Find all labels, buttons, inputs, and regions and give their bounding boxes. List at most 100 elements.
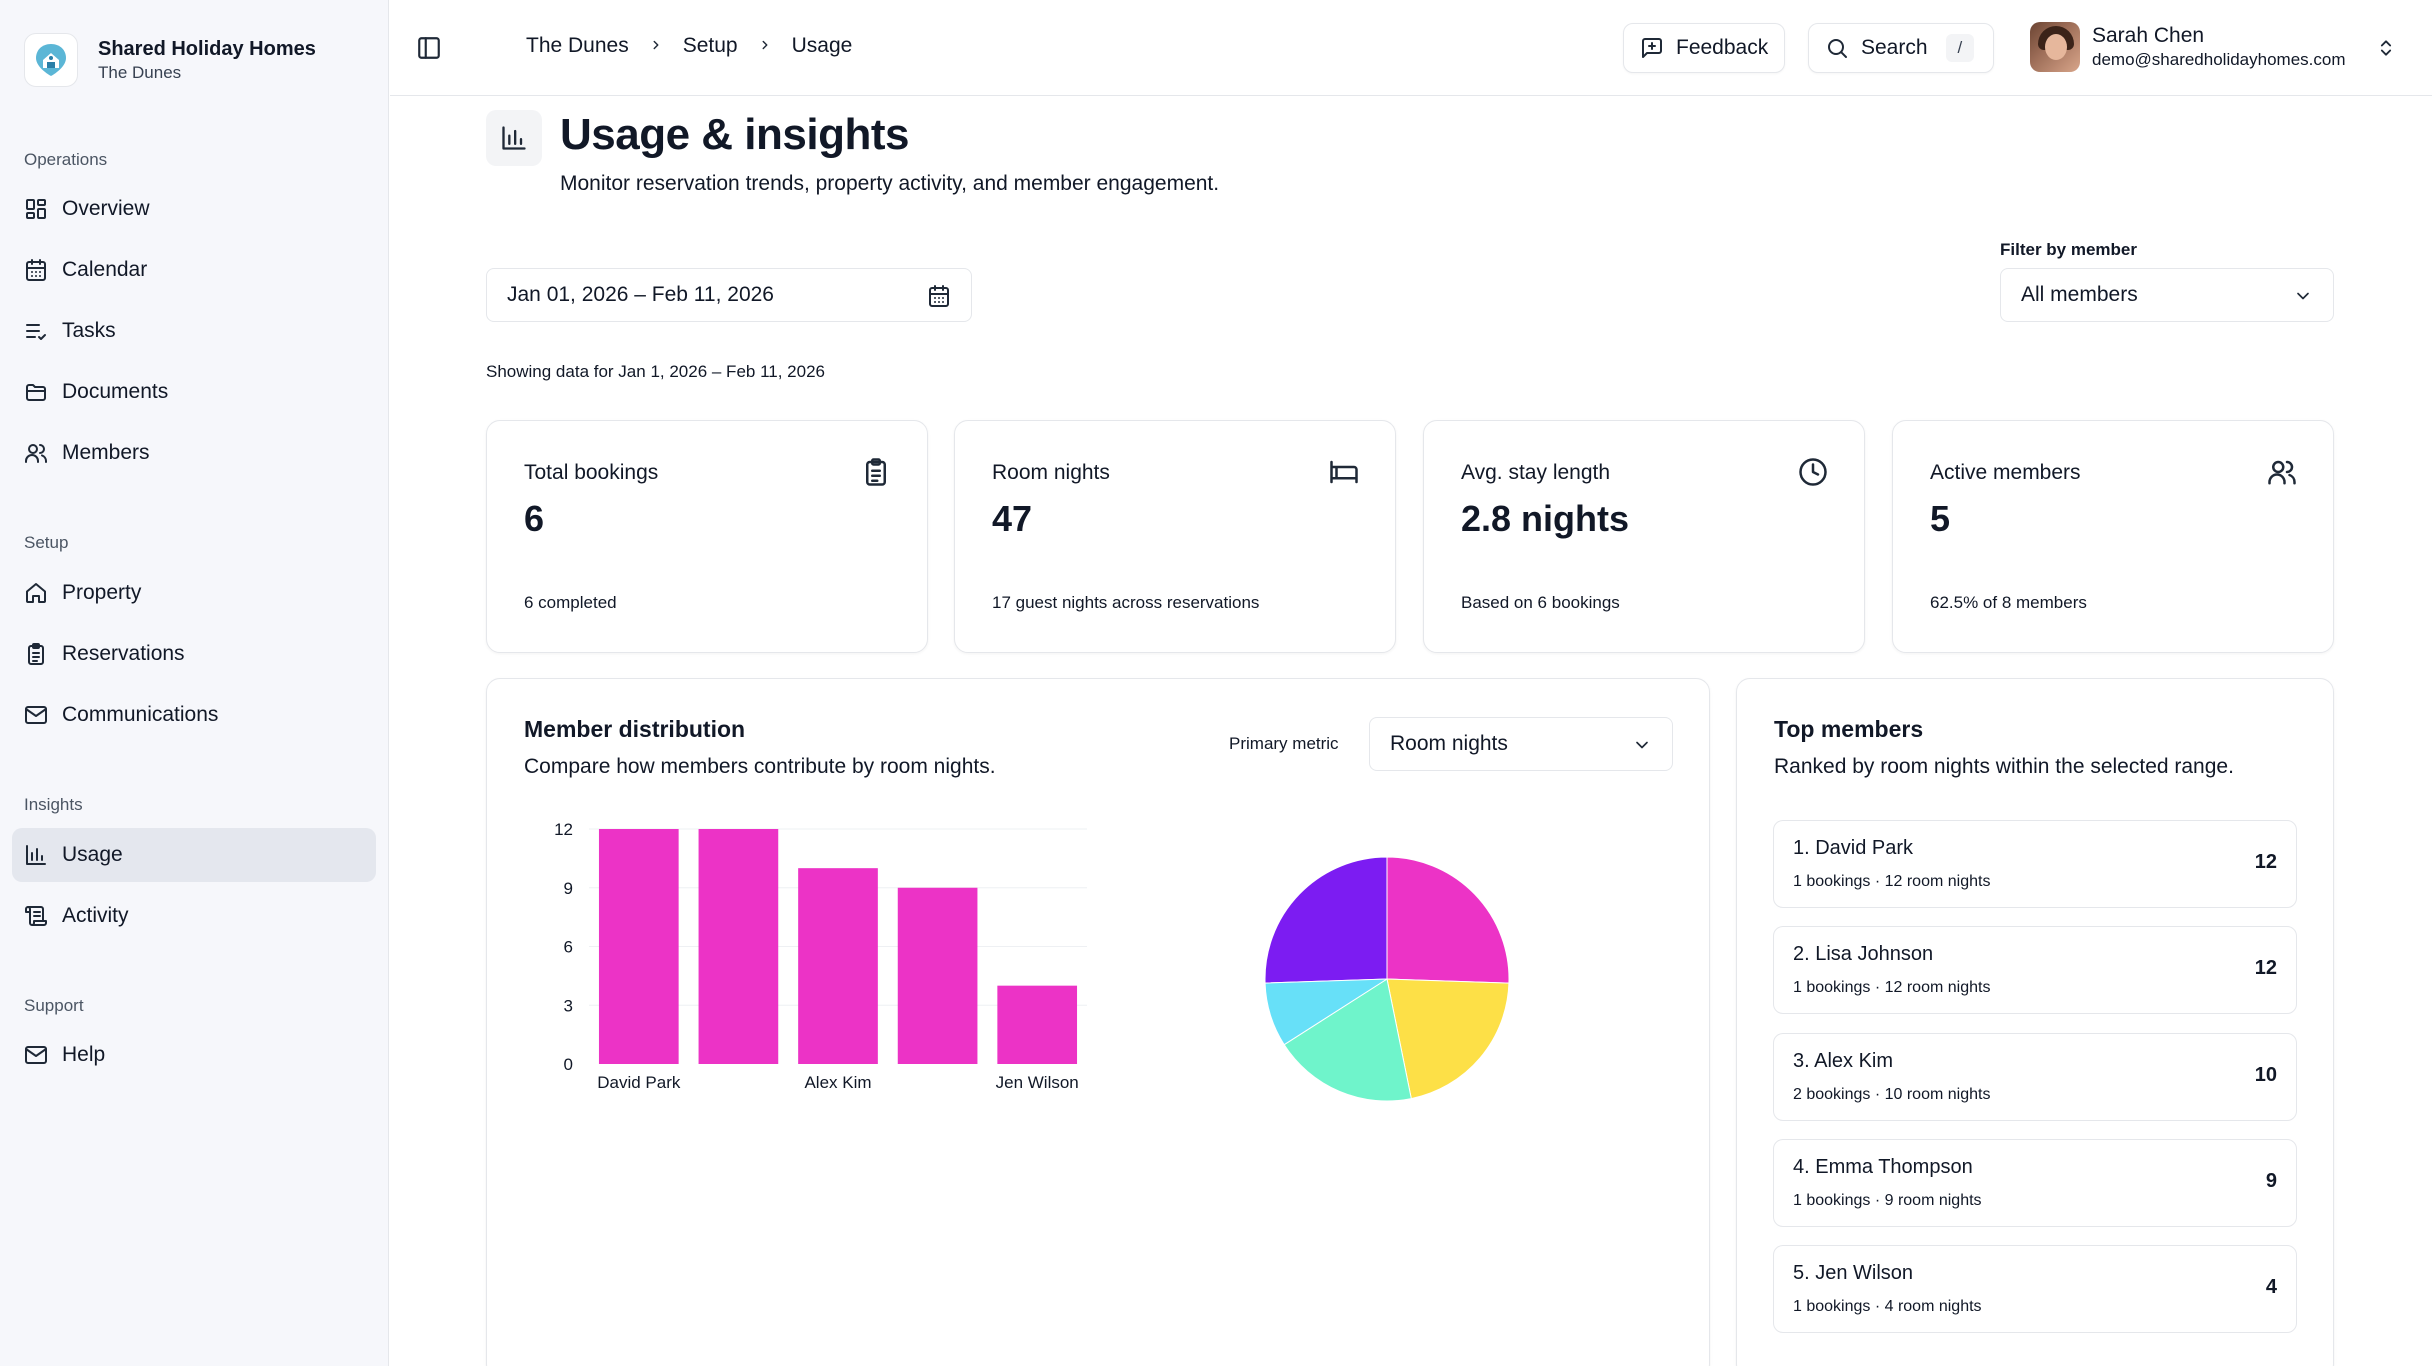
bar[interactable]	[598, 829, 679, 1064]
primary-metric-select[interactable]: Room nights	[1369, 717, 1673, 771]
bar[interactable]	[698, 829, 779, 1064]
pie-slice[interactable]	[1264, 856, 1388, 984]
top-member-meta: 1 bookings · 12 room nights	[1793, 979, 1991, 996]
brand-subtitle: The Dunes	[98, 63, 182, 82]
calendar-icon	[24, 258, 48, 282]
top-member-item[interactable]: 5. Jen Wilson 1 bookings · 4 room nights…	[1773, 1245, 2297, 1333]
y-tick-label: 12	[554, 820, 573, 839]
sidebar-item-property[interactable]: Property	[12, 566, 376, 620]
topbar: The Dunes Setup Usage Feedback Search / …	[390, 0, 2432, 96]
mail-icon	[24, 703, 48, 727]
x-tick-label: David Park	[597, 1073, 681, 1089]
sidebar-item-label: Calendar	[62, 258, 148, 281]
top-member-item[interactable]: 2. Lisa Johnson 1 bookings · 12 room nig…	[1773, 926, 2297, 1014]
message-plus-icon	[1642, 38, 1662, 58]
top-member-meta: 2 bookings · 10 room nights	[1793, 1086, 1991, 1103]
scroll-icon	[24, 904, 48, 928]
top-member-value: 9	[2265, 1170, 2277, 1192]
showing-range-text: Showing data for Jan 1, 2026 – Feb 11, 2…	[486, 362, 825, 381]
sidebar-item-help[interactable]: Help	[12, 1028, 376, 1082]
brand[interactable]: Shared Holiday Homes The Dunes	[24, 33, 316, 87]
chevron-down-icon	[1632, 735, 1652, 755]
top-member-name: 2. Lisa Johnson	[1793, 943, 1934, 965]
x-tick-label: Jen Wilson	[996, 1073, 1079, 1089]
top-member-item[interactable]: 1. David Park 1 bookings · 12 room night…	[1773, 820, 2297, 908]
top-member-meta: 1 bookings · 4 room nights	[1793, 1298, 1982, 1315]
sidebar-item-reservations[interactable]: Reservations	[12, 627, 376, 681]
bar[interactable]	[798, 868, 878, 1064]
date-range-picker[interactable]: Jan 01, 2026 – Feb 11, 2026	[486, 268, 972, 322]
grid-icon	[24, 197, 48, 221]
sidebar-item-tasks[interactable]: Tasks	[12, 304, 376, 358]
search-icon	[1828, 39, 1847, 58]
panel-subtitle: Compare how members contribute by room n…	[524, 755, 996, 778]
clipboard-icon	[24, 642, 48, 666]
bar-chart-icon	[24, 843, 48, 867]
home-icon	[24, 581, 48, 605]
y-tick-label: 3	[564, 996, 573, 1015]
stat-label: Room nights	[992, 461, 1110, 484]
sidebar-item-usage[interactable]: Usage	[12, 828, 376, 882]
list-check-icon	[24, 319, 48, 343]
sidebar-item-label: Help	[62, 1043, 106, 1066]
pie-slice[interactable]	[1386, 856, 1510, 984]
pie-chart	[1264, 856, 1510, 1102]
sidebar-item-label: Documents	[62, 380, 169, 403]
pie-slice[interactable]	[1264, 978, 1389, 1046]
sidebar-item-documents[interactable]: Documents	[12, 365, 376, 419]
stat-label: Active members	[1930, 461, 2081, 484]
feedback-label: Feedback	[1676, 36, 1769, 59]
search-button[interactable]: Search /	[1808, 23, 1994, 73]
stat-label: Avg. stay length	[1461, 461, 1611, 484]
top-member-value: 10	[2254, 1064, 2277, 1086]
primary-metric-label: Primary metric	[1229, 734, 1339, 753]
sidebar-item-label: Reservations	[62, 642, 185, 665]
mail-icon	[24, 1043, 48, 1067]
brand-name: Shared Holiday Homes	[98, 38, 316, 60]
feedback-button[interactable]: Feedback	[1623, 23, 1786, 73]
member-filter-select[interactable]: All members	[2000, 268, 2334, 322]
brand-logo-icon	[24, 33, 78, 87]
sidebar-item-communications[interactable]: Communications	[12, 688, 376, 742]
top-member-item[interactable]: 3. Alex Kim 2 bookings · 10 room nights …	[1773, 1033, 2297, 1121]
y-tick-label: 9	[564, 879, 573, 898]
bar-chart: 0 3 6 9 12 David Park Alex Kim Jen Wilson	[554, 820, 1087, 1089]
chevrons-up-down-icon[interactable]	[2376, 36, 2396, 60]
user-menu[interactable]: Sarah Chen demo@sharedholidayhomes.com	[2030, 22, 2346, 72]
bar[interactable]	[897, 887, 978, 1064]
top-member-meta: 1 bookings · 9 room nights	[1793, 1192, 1982, 1209]
breadcrumb-item[interactable]: The Dunes	[526, 34, 629, 57]
stat-card-avg-stay: Avg. stay length 2.8 nights Based on 6 b…	[1423, 420, 1865, 653]
breadcrumb-item[interactable]: Setup	[682, 34, 738, 57]
folder-icon	[24, 380, 48, 404]
stat-value: 2.8 nights	[1461, 498, 1630, 539]
sidebar-toggle-icon[interactable]	[416, 35, 442, 61]
pie-slice[interactable]	[1283, 978, 1412, 1102]
page-subtitle: Monitor reservation trends, property act…	[560, 172, 1220, 195]
bar[interactable]	[997, 985, 1078, 1064]
top-member-item[interactable]: 4. Emma Thompson 1 bookings · 9 room nig…	[1773, 1139, 2297, 1227]
sidebar-item-overview[interactable]: Overview	[12, 182, 376, 236]
stat-value: 6	[524, 498, 545, 539]
top-member-value: 4	[2265, 1276, 2277, 1298]
top-member-value: 12	[2254, 851, 2277, 873]
chevron-down-icon	[2293, 286, 2313, 306]
sidebar-item-label: Tasks	[62, 319, 116, 342]
section-setup: Setup	[24, 533, 69, 552]
user-name: Sarah Chen	[2092, 24, 2205, 47]
sidebar-item-members[interactable]: Members	[12, 426, 376, 480]
chevron-right-icon	[758, 36, 772, 57]
sidebar-item-label: Members	[62, 441, 150, 464]
clipboard-icon	[861, 457, 891, 487]
top-member-meta: 1 bookings · 12 room nights	[1793, 873, 1991, 890]
pie-slice[interactable]	[1386, 978, 1510, 1100]
member-distribution-panel: Member distribution Compare how members …	[486, 678, 1710, 1366]
sidebar-item-label: Activity	[62, 904, 129, 927]
search-shortcut: /	[1945, 34, 1975, 62]
users-icon	[24, 441, 48, 465]
sidebar: Shared Holiday Homes The Dunes Operation…	[0, 0, 389, 1366]
sidebar-item-calendar[interactable]: Calendar	[12, 243, 376, 297]
x-tick-label: Alex Kim	[804, 1073, 871, 1089]
sidebar-item-activity[interactable]: Activity	[12, 889, 376, 943]
avatar	[2030, 22, 2080, 72]
